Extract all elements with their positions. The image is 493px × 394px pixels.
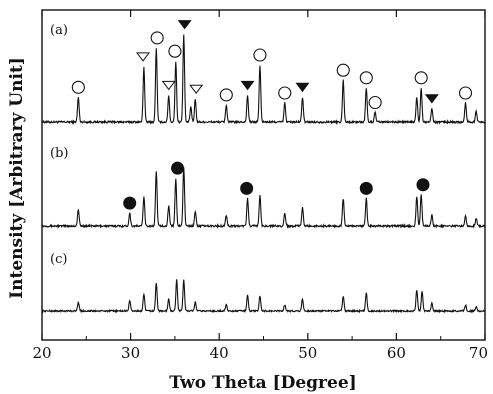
x-axis-title: Two Theta [Degree] [169, 373, 356, 393]
marker-a-1 [136, 52, 151, 62]
marker-a-12 [336, 63, 350, 77]
marker-a-6 [189, 84, 204, 95]
marker-a-17 [458, 86, 473, 100]
panel-label-a: (a) [50, 23, 68, 38]
marker-b-4 [416, 178, 430, 192]
marker-a-4 [168, 44, 182, 58]
x-tick-label-40: 40 [210, 344, 229, 362]
marker-a-2 [150, 31, 164, 45]
marker-b-0 [123, 196, 137, 210]
marker-a-10 [278, 86, 292, 100]
markers-group [71, 20, 473, 210]
marker-a-8 [240, 80, 255, 91]
x-tick-label-30: 30 [121, 344, 140, 362]
marker-a-15 [414, 71, 428, 85]
x-ticks-group: 20 30 40 50 60 70 [32, 10, 488, 362]
trace-c [41, 279, 486, 314]
marker-a-11 [295, 82, 310, 93]
y-axis-title: Intensity [Arbitrary Unit] [7, 57, 27, 299]
marker-a-9 [253, 48, 267, 62]
x-tick-label-20: 20 [32, 344, 51, 362]
panel-label-b: (b) [50, 146, 68, 161]
marker-a-13 [359, 71, 373, 85]
x-tick-label-70: 70 [469, 344, 488, 362]
marker-b-1 [171, 161, 185, 175]
x-tick-label-50: 50 [298, 344, 317, 362]
marker-a-16 [424, 94, 439, 104]
marker-a-7 [219, 88, 233, 102]
marker-a-3 [161, 80, 176, 91]
marker-a-5 [177, 20, 192, 30]
panel-labels-group: (a) (b) (c) [50, 23, 68, 267]
marker-a-0 [71, 80, 85, 94]
trace-b [41, 167, 486, 229]
trace-a [41, 34, 486, 126]
marker-b-3 [359, 181, 373, 195]
marker-b-2 [240, 181, 254, 195]
panel-label-c: (c) [50, 252, 67, 267]
x-tick-label-60: 60 [387, 344, 406, 362]
traces-group [41, 34, 486, 314]
marker-a-14 [368, 95, 382, 110]
